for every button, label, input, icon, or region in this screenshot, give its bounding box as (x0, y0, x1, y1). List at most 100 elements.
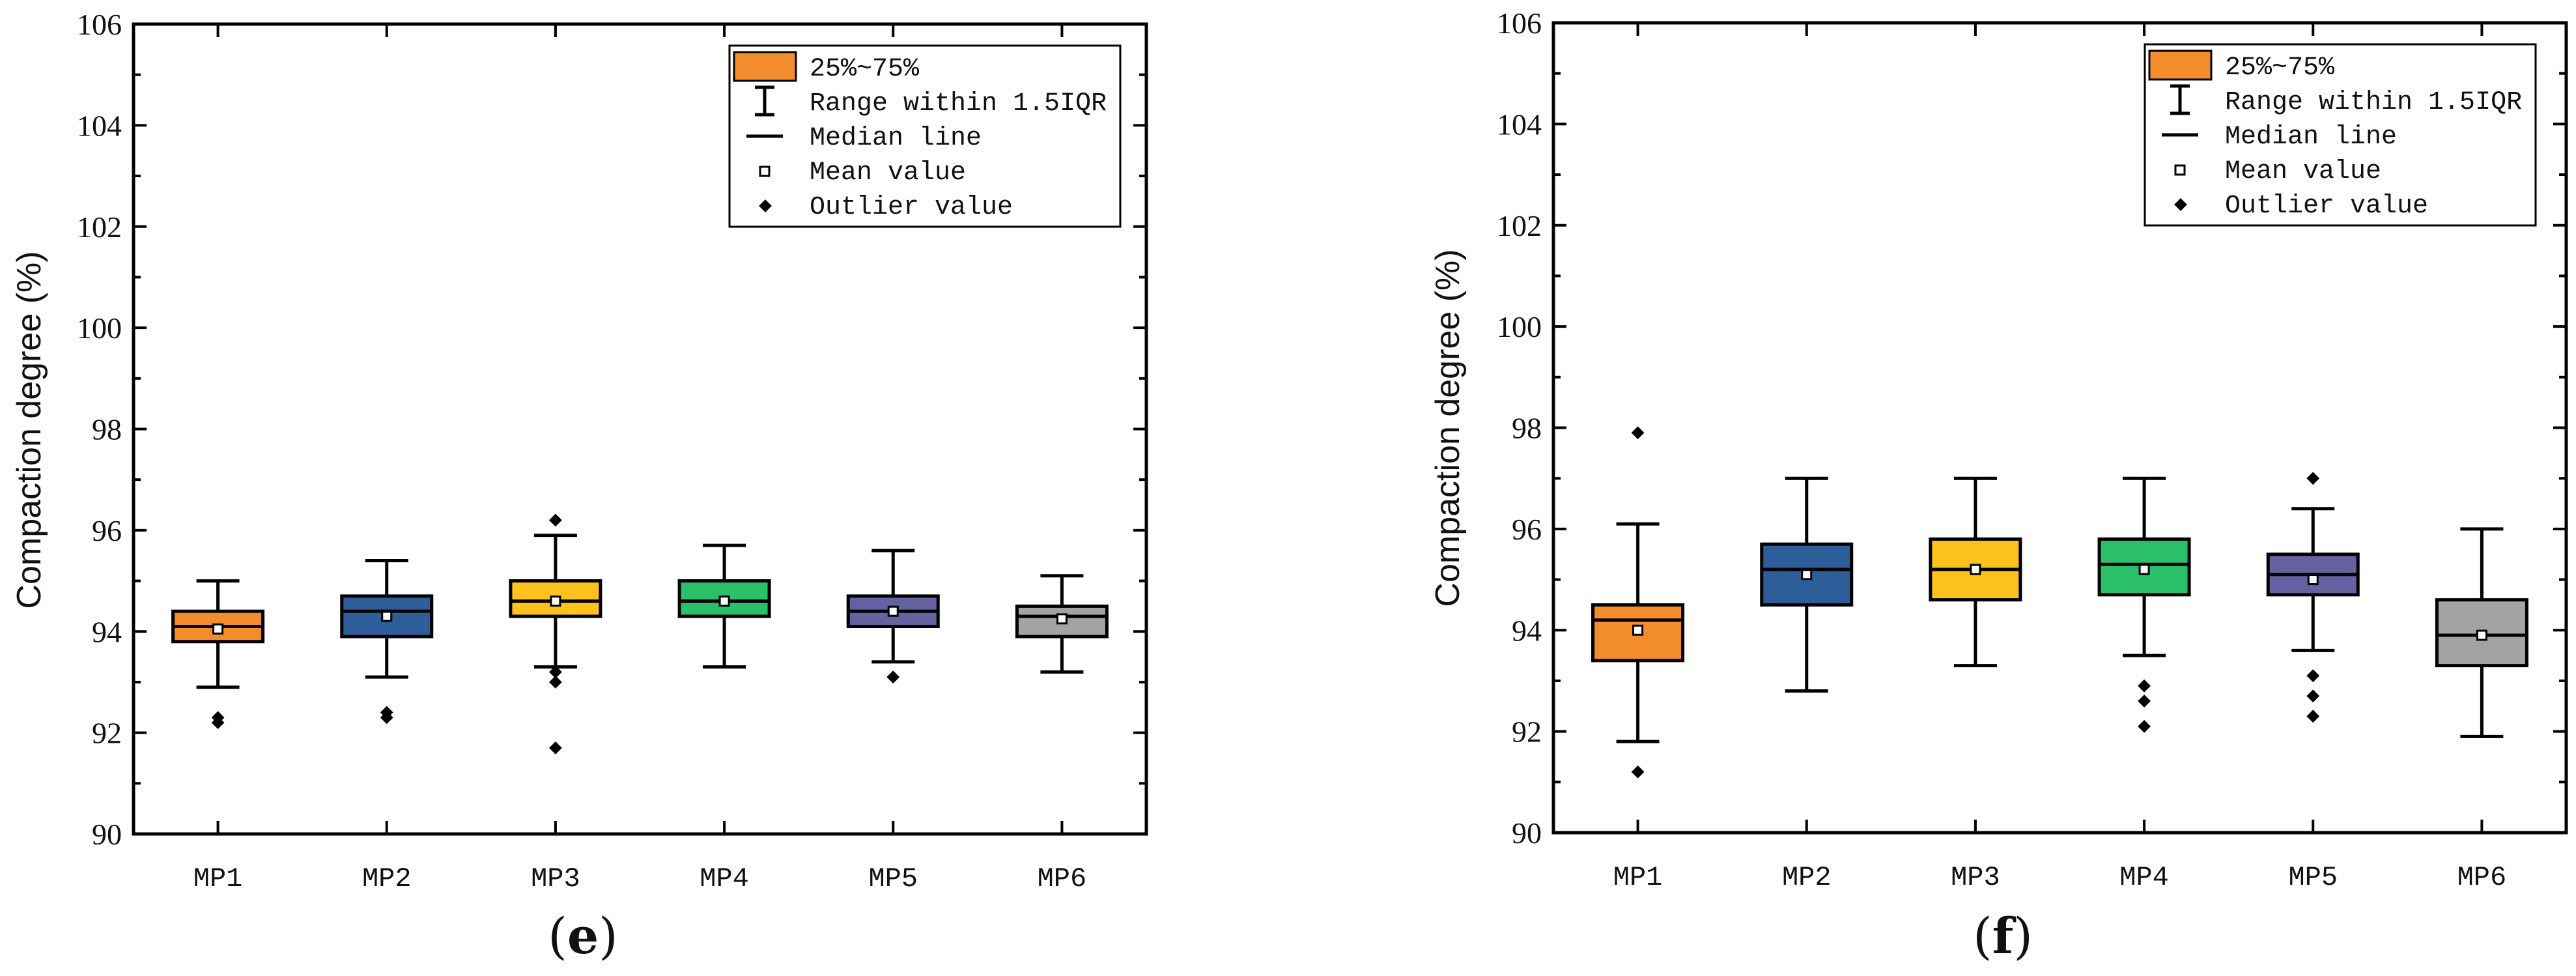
legend-box-swatch (733, 51, 797, 82)
x-axis-tick-labels: MP1 MP2 MP3 MP4 MP5 MP6 (1613, 862, 2506, 893)
mean-marker (2307, 574, 2319, 586)
y-tick-label: 96 (92, 514, 122, 547)
outlier-marker (2138, 679, 2151, 693)
box-mp6 (1015, 574, 1109, 674)
legend-label-mean: Mean value (810, 158, 966, 188)
legend-label-median: Median line (810, 124, 982, 153)
outlier-marker (380, 706, 393, 719)
y-tick-label: 90 (92, 818, 122, 851)
box-mp2 (340, 558, 434, 725)
box-mp3 (509, 513, 602, 754)
mean-marker (1056, 613, 1068, 625)
legend-whisker-icon (755, 85, 774, 117)
outlier-marker (2138, 719, 2151, 733)
y-axis-tick-labels: 90 92 94 96 98 100 102 104 106 (1497, 7, 1542, 850)
mean-marker (2138, 564, 2150, 575)
outlier-marker (1631, 765, 1645, 779)
legend-label-box: 25%~75% (810, 55, 920, 84)
outlier-marker (549, 665, 562, 679)
panel-label-e: (e) (548, 907, 618, 965)
box-mp1 (171, 579, 265, 729)
mean-marker (381, 610, 393, 622)
mean-marker (1801, 569, 1813, 581)
y-tick-label: 100 (77, 311, 122, 345)
x-tick-label: MP3 (1951, 862, 2000, 893)
y-tick-label: 100 (1497, 310, 1542, 343)
y-axis-title: Compaction degree (%) (10, 251, 48, 609)
x-tick-label: MP2 (362, 863, 412, 895)
y-tick-label: 92 (92, 717, 122, 750)
y-tick-label: 106 (1497, 7, 1542, 40)
legend-whisker-icon (2170, 84, 2190, 115)
x-axis-ticks (216, 24, 1064, 834)
legend-label-outlier: Outlier value (810, 193, 1013, 222)
legend: 25%~75% Range within 1.5IQR Median line … (728, 44, 1122, 228)
box-mp5 (846, 549, 940, 684)
y-axis-ticks (134, 23, 1146, 835)
box-mp1 (1591, 426, 1685, 779)
mean-marker (887, 605, 899, 617)
legend-label-outlier: Outlier value (2225, 192, 2428, 221)
box-mp2 (1760, 476, 1854, 693)
mean-marker (1970, 564, 1981, 575)
y-tick-label: 96 (1512, 513, 1542, 546)
outlier-marker (886, 670, 900, 684)
mean-marker (550, 596, 561, 607)
box-mp5 (2266, 472, 2360, 723)
legend-label-mean: Mean value (2225, 157, 2381, 186)
outlier-marker (549, 513, 562, 527)
x-tick-label: MP1 (193, 863, 243, 895)
x-tick-label: MP6 (2457, 862, 2507, 893)
panel-letter: f (1992, 907, 2017, 965)
x-tick-label: MP2 (1782, 862, 1832, 893)
y-axis-ticks (1553, 22, 2566, 834)
legend-box-swatch (2148, 50, 2213, 81)
panel-label-f: (f) (1973, 907, 2033, 965)
outlier-marker (2306, 669, 2320, 683)
box-mp3 (1929, 476, 2022, 668)
y-tick-label: 90 (1512, 816, 1542, 850)
mean-marker (212, 623, 224, 635)
box-plots (171, 513, 1109, 754)
legend-label-whisker: Range within 1.5IQR (2225, 88, 2522, 117)
x-tick-label: MP6 (1038, 863, 1087, 895)
outlier-marker (211, 711, 225, 725)
box-plots (1591, 426, 2528, 779)
panel-letter: e (567, 907, 599, 965)
x-tick-label: MP3 (531, 863, 580, 895)
x-tick-label: MP1 (1613, 862, 1663, 893)
outlier-marker (549, 741, 562, 754)
y-tick-label: 94 (92, 615, 122, 648)
legend-label-whisker: Range within 1.5IQR (810, 89, 1107, 119)
legend-label-box: 25%~75% (2225, 53, 2335, 83)
y-axis-tick-labels: 90 92 94 96 98 100 102 104 106 (77, 8, 122, 851)
y-tick-label: 98 (92, 413, 122, 446)
y-tick-label: 104 (1497, 108, 1542, 141)
outlier-marker (2306, 710, 2320, 723)
box-mp6 (2435, 527, 2528, 738)
box-mp4 (2097, 476, 2191, 733)
outlier-marker (2306, 689, 2320, 703)
outlier-marker (2138, 695, 2151, 708)
y-tick-label: 102 (77, 210, 122, 244)
outlier-marker (1631, 426, 1645, 440)
y-tick-label: 106 (77, 8, 122, 41)
mean-marker (2476, 629, 2487, 641)
legend-outlier-icon (2174, 198, 2187, 211)
x-tick-label: MP4 (2119, 862, 2169, 893)
y-axis-title: Compaction degree (%) (1429, 249, 1467, 607)
y-tick-label: 102 (1497, 209, 1542, 242)
y-tick-label: 104 (77, 109, 122, 142)
outlier-marker (2306, 472, 2320, 485)
legend-mean-icon (759, 165, 771, 177)
legend-label-median: Median line (2225, 122, 2397, 152)
legend-outlier-icon (759, 199, 772, 212)
mean-marker (1632, 624, 1644, 636)
x-axis-tick-labels: MP1 MP2 MP3 MP4 MP5 MP6 (193, 863, 1086, 895)
outlier-marker (549, 676, 562, 689)
y-tick-label: 94 (1512, 614, 1542, 647)
x-tick-label: MP5 (868, 863, 918, 895)
